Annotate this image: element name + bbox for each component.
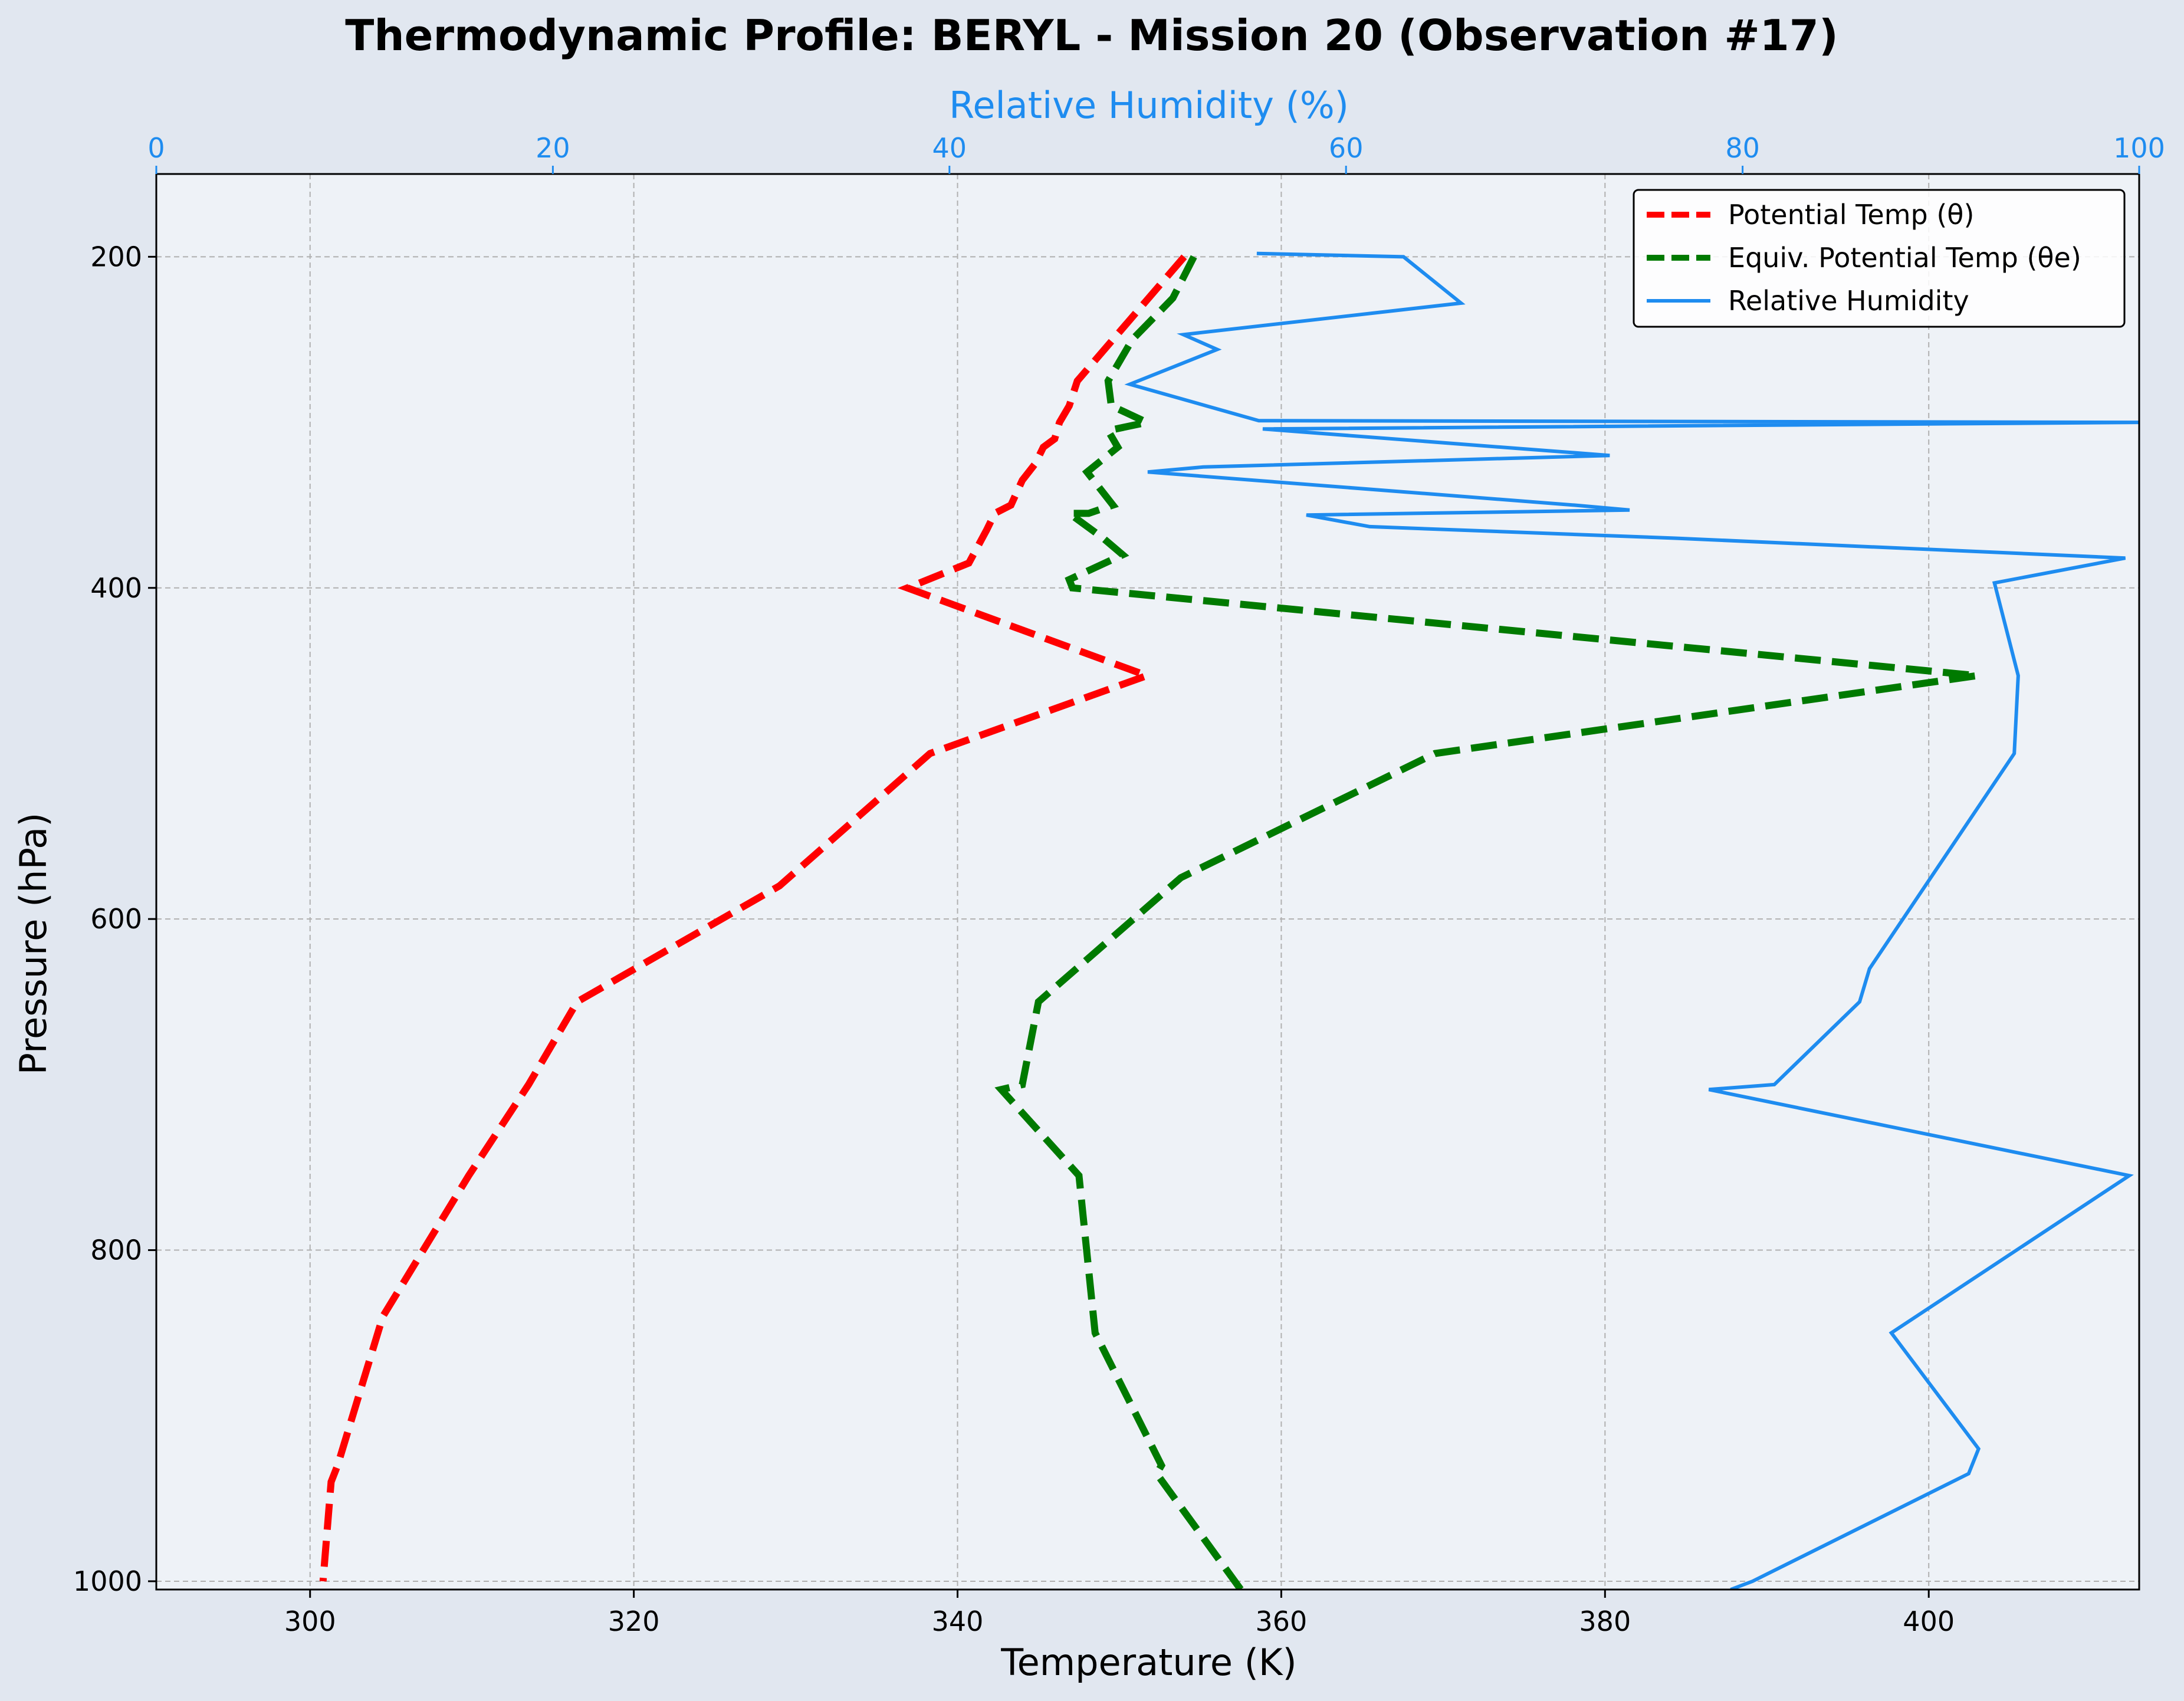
rh-tick-label: 40 (932, 132, 967, 164)
rh-axis-label: Relative Humidity (%) (949, 84, 1349, 127)
x-tick-label: 360 (1256, 1605, 1308, 1637)
y-tick-label: 1000 (73, 1565, 142, 1597)
gridlines (156, 174, 2139, 1590)
rh-tick-label: 20 (536, 132, 570, 164)
theta-series-line (319, 254, 1187, 1582)
x-tick-label: 320 (608, 1605, 660, 1637)
y-tick-label: 400 (90, 572, 142, 604)
legend: Potential Temp (θ) Equiv. Potential Temp … (1633, 189, 2126, 328)
y-tick-label: 600 (90, 903, 142, 935)
x-tick-label: 300 (284, 1605, 336, 1637)
rh-tick-label: 0 (147, 132, 165, 164)
y-tick-label: 800 (90, 1234, 142, 1266)
x-axis-label: Temperature (K) (1000, 1641, 1296, 1684)
series-layer (319, 251, 2139, 1590)
legend-box (1633, 189, 2126, 328)
y-tick-label: 200 (90, 241, 142, 272)
x-tick-label: 400 (1903, 1605, 1955, 1637)
theta-e-series-line (994, 255, 1978, 1590)
y-axis-label: Pressure (hPa) (12, 813, 55, 1075)
rh-series-line (1124, 251, 2139, 1590)
legend-entry-rh-label: Relative Humidity (1728, 285, 1969, 317)
plot-frame (155, 173, 2140, 1591)
x-tick-label: 380 (1579, 1605, 1631, 1637)
rh-tick-label: 80 (1725, 132, 1760, 164)
plot-area (156, 174, 2139, 1590)
legend-entry-theta-e-label: Equiv. Potential Temp (θe) (1728, 242, 2081, 274)
rh-tick-label: 100 (2113, 132, 2165, 164)
axis-ticks: 300 320 340 360 380 400 200 400 600 800 1000 0 20 40 6… (73, 132, 2165, 1637)
legend-entry-theta-label: Potential Temp (θ) (1728, 199, 1974, 231)
rh-tick-label: 60 (1329, 132, 1364, 164)
x-tick-label: 340 (932, 1605, 984, 1637)
chart-title: Thermodynamic Profile: BERYL - Mission 2… (345, 11, 1838, 60)
